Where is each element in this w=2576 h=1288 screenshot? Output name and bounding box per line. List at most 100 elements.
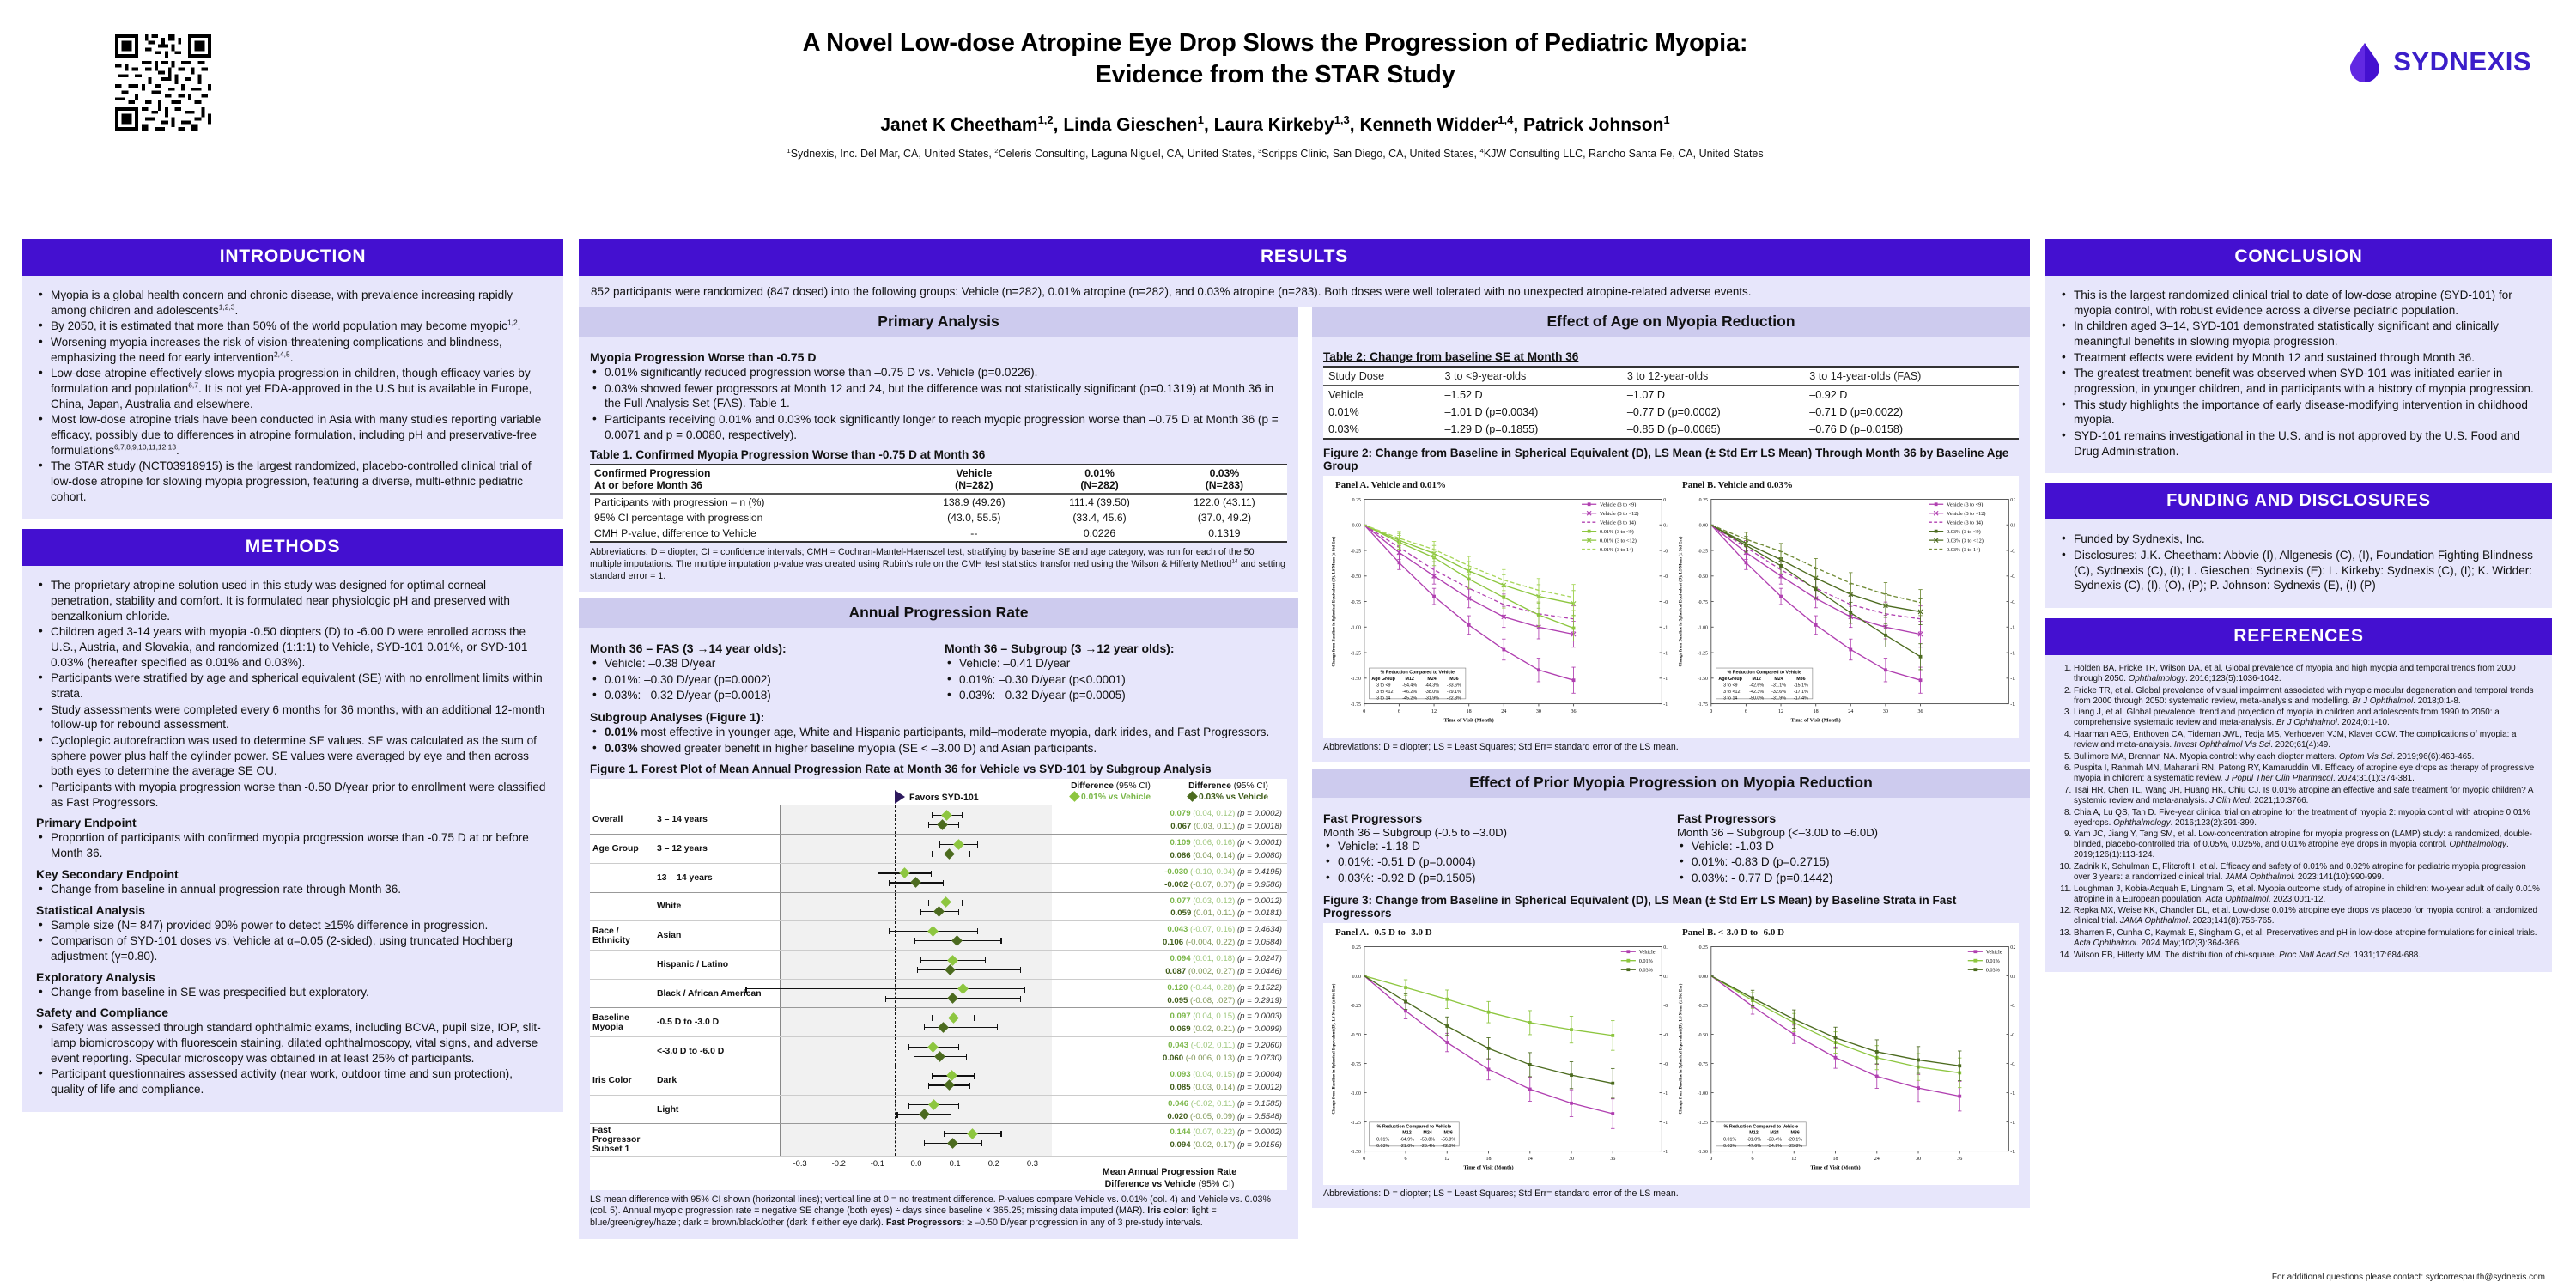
forest-group-label (590, 1096, 653, 1124)
svg-text:Age Group: Age Group (1718, 677, 1742, 682)
svg-text:-0.50: -0.50 (1351, 574, 1361, 580)
svg-text:-23.4%: -23.4% (1420, 1144, 1435, 1149)
svg-text:-1.50: -1.50 (1663, 677, 1668, 682)
table1-cell: 122.0 (43.11) (1194, 496, 1255, 509)
forest-xlabel-1: Mean Annual Progression Rate (1102, 1167, 1237, 1178)
forest-group-label: Iris Color (592, 1075, 632, 1085)
results-left-half: Primary Analysis Myopia Progression Wors… (579, 307, 1298, 1239)
page-title: A Novel Low-dose Atropine Eye Drop Slows… (292, 27, 2258, 91)
table2-cell: –0.85 D (p=0.0065) (1626, 423, 1721, 435)
left-column: INTRODUCTION Myopia is a global health c… (22, 239, 563, 1112)
ci-label-1: (95% CI) (1115, 781, 1151, 791)
list-item: Participant questionnaires assessed acti… (36, 1066, 550, 1097)
forest-value-0.03: 0.060 (-0.006, 0.13) (p = 0.0730) (1163, 1054, 1282, 1064)
table2-cell: –1.01 D (p=0.0034) (1444, 406, 1539, 418)
svg-text:-1.75: -1.75 (1351, 702, 1361, 708)
svg-text:M12: M12 (1406, 677, 1414, 682)
list-item: Vehicle: -1.03 D (1677, 838, 2019, 854)
forest-row-plot (781, 835, 1052, 863)
forest-header: Favors SYD-101 Difference (95% CI) 0.01%… (590, 779, 1287, 806)
results-heading: RESULTS (579, 239, 2030, 276)
forest-row-values: 0.079 (0.04, 0.12) (p = 0.0002) 0.067 (0.… (1052, 805, 1287, 834)
table1-note: Abbreviations: D = diopter; CI = confide… (590, 547, 1285, 581)
diff-label-1: Difference (1071, 781, 1114, 791)
sydnexis-droplet-icon (2350, 43, 2380, 82)
svg-text:0.25: 0.25 (1352, 945, 1361, 951)
forest-x-axis-title: Mean Annual Progression Rate Difference … (1052, 1157, 1287, 1189)
subgroup-analyses-list: 0.01% most effective in younger age, Whi… (590, 724, 1287, 756)
series-2-name: 0.03% vs Vehicle (1199, 792, 1268, 802)
list-item: 0.01%: -0.83 D (p=0.2715) (1677, 854, 2019, 870)
fast-prog-right-list: Vehicle: -1.03 D0.01%: -0.83 D (p=0.2715… (1677, 838, 2019, 886)
svg-text:-20.1%: -20.1% (1788, 1137, 1802, 1142)
svg-text:-31.9%: -31.9% (1425, 696, 1439, 702)
svg-text:18: 18 (1814, 709, 1819, 714)
annual-rate-band: Annual Progression Rate (579, 598, 1298, 629)
figure3-panel-b: Panel B. <-3.0 D to -6.0 D 0.250.250.000… (1674, 927, 2015, 1184)
svg-text:M24: M24 (1427, 677, 1436, 682)
forest-row-values: 0.097 (0.04, 0.15) (p = 0.0003) 0.069 (0.… (1052, 1008, 1287, 1036)
list-item: The greatest treatment benefit was obser… (2059, 365, 2538, 396)
forest-value-0.03: 0.106 (-0.004, 0.22) (p = 0.0584) (1163, 938, 1282, 948)
list-item: Change from baseline in annual progressi… (36, 881, 550, 897)
list-item: Vehicle: –0.38 D/year (590, 655, 933, 671)
forest-group-label (590, 980, 653, 1008)
svg-text:18: 18 (1485, 1157, 1491, 1162)
reference-item: Loughman J, Kobia-Acquah E, Lingham G, e… (2074, 884, 2540, 905)
methods-section-list: Sample size (N= 847) provided 90% power … (36, 917, 550, 964)
forest-value-0.01: 0.109 (0.06, 0.16) (p < 0.0001) (1170, 838, 1282, 848)
svg-text:-0.75: -0.75 (1698, 600, 1708, 605)
svg-text:-46.2%: -46.2% (1402, 690, 1417, 695)
forest-row-values: 0.043 (-0.07, 0.16) (p = 0.4634) 0.106 (-… (1052, 921, 1287, 950)
reference-item: Liang J, et al. Global prevalence, trend… (2074, 708, 2540, 728)
svg-text:-17.4%: -17.4% (1794, 696, 1808, 702)
list-item: 0.01%: -0.51 D (p=0.0004) (1323, 854, 1665, 870)
table1-cell: 138.9 (49.26) (943, 496, 1005, 509)
svg-text:Vehicle: Vehicle (1639, 949, 1656, 955)
zero-line (895, 835, 896, 863)
forest-value-0.01: 0.046 (-0.02, 0.11) (p = 0.1585) (1168, 1098, 1282, 1109)
svg-text:0.03%: 0.03% (1723, 1144, 1736, 1149)
methods-section-list: Proportion of participants with confirme… (36, 829, 550, 860)
list-item: Disclosures: J.K. Cheetham: Abbvie (I), … (2059, 547, 2538, 593)
svg-text:-22.8%: -22.8% (1447, 696, 1461, 702)
annual-subgroup-list: Vehicle: –0.41 D/year0.01%: –0.30 D/year… (945, 655, 1287, 703)
table-row: 0.01% –1.01 D (p=0.0034) –0.77 D (p=0.0002… (1323, 404, 2019, 421)
svg-text:18: 18 (1467, 709, 1472, 714)
forest-group-label: Fast Progressor Subset 1 (592, 1126, 641, 1155)
svg-text:-45.2%: -45.2% (1402, 696, 1417, 702)
figure2-caption: Figure 2: Change from Baseline in Spheri… (1323, 447, 2009, 472)
qr-code-icon[interactable] (115, 34, 211, 131)
annual-rate-box: Month 36 – FAS (3 →14 year olds): Vehicl… (579, 628, 1298, 1239)
forest-row-label: 13 – 14 years (653, 863, 781, 892)
svg-text:-1.75: -1.75 (1663, 702, 1668, 708)
list-item: By 2050, it is estimated that more than … (36, 318, 550, 334)
ci-label-2: (95% CI) (1233, 781, 1268, 791)
forest-row: Black / African American 0.120 (-0.44, 0.… (590, 979, 1287, 1009)
forest-value-0.03: 0.094 (0.02, 0.17) (p = 0.0156) (1170, 1140, 1282, 1151)
forest-value-0.03: 0.087 (0.002, 0.27) (p = 0.0446) (1165, 966, 1282, 976)
table1-col-header: 0.03% (N=283) (1161, 465, 1287, 495)
forest-row: Age Group 3 – 12 years 0.109 (0.06, 0.16) … (590, 835, 1287, 864)
svg-text:-34.9%: -34.9% (1767, 1144, 1782, 1149)
table2-col-header: 3 to 12-year-olds (1621, 367, 1805, 386)
svg-text:0: 0 (1710, 1157, 1712, 1162)
svg-text:12: 12 (1431, 709, 1437, 714)
svg-text:-31.0%: -31.0% (1747, 1137, 1761, 1142)
svg-text:0.01%: 0.01% (1986, 958, 2000, 964)
figure2-panel-b: Panel B. Vehicle and 0.03% 0.250.250.000… (1674, 479, 2015, 737)
svg-text:-0.25: -0.25 (1698, 1004, 1708, 1009)
list-item: Sample size (N= 847) provided 90% power … (36, 917, 550, 933)
svg-text:0.03% (3 to <12): 0.03% (3 to <12) (1947, 538, 1984, 544)
svg-text:0.01% (3 to <9): 0.01% (3 to <9) (1600, 529, 1634, 535)
center-column: RESULTS 852 participants were randomized… (579, 239, 2030, 1239)
forest-row-plot (781, 921, 1052, 951)
table2-col-header: 3 to 14-year-olds (FAS) (1804, 367, 2019, 386)
table2-caption: Table 2: Change from baseline SE at Mont… (1323, 350, 1579, 363)
table1-cell: -- (970, 527, 978, 540)
primary-bullet-list: 0.01% significantly reduced progression … (590, 364, 1287, 442)
svg-text:% Reduction Compared to Vehicl: % Reduction Compared to Vehicle (1727, 671, 1801, 676)
svg-text:24: 24 (1528, 1157, 1533, 1162)
svg-text:-1.00: -1.00 (2010, 626, 2015, 631)
svg-text:-0.75: -0.75 (2010, 1062, 2015, 1067)
